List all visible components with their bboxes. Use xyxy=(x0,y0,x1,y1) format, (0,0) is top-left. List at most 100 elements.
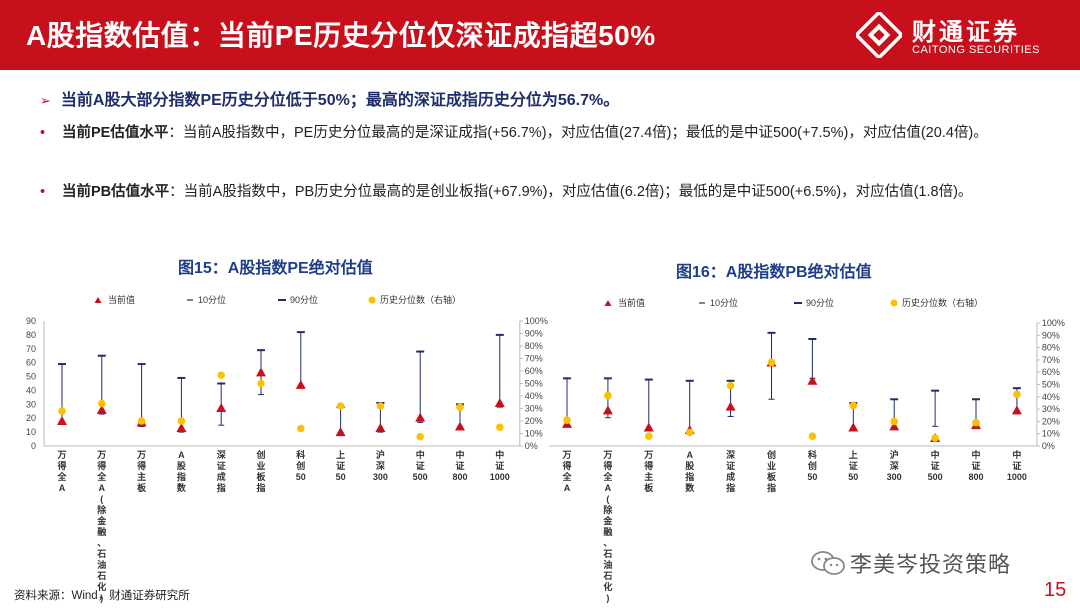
category-label: 万得主板 xyxy=(643,450,654,493)
y2-tick-label: 60% xyxy=(1042,367,1060,377)
legend-p10-label: 10分位 xyxy=(710,297,738,308)
legend-current-label: 当前值 xyxy=(108,294,135,305)
y2-tick-label: 20% xyxy=(1042,416,1060,426)
y2-tick-label: 100% xyxy=(1042,318,1065,328)
legend-p90-label: 90分位 xyxy=(290,294,318,305)
percentile-point xyxy=(726,381,735,390)
legend-current-label: 当前值 xyxy=(618,297,645,308)
percentile-point xyxy=(217,371,225,379)
y2-tick-label: 10% xyxy=(1042,429,1060,439)
key-message: ➢ 当前A股大部分指数PE历史分位低于50%；最高的深证成指历史分位为56.7%。 xyxy=(40,86,619,110)
category-label: 上证 50 xyxy=(848,449,858,482)
percentile-point xyxy=(58,407,66,415)
bullet-pe-text: ：当前A股指数中，PE历史分位最高的是深证成指(+56.7%)，对应估值(27.… xyxy=(168,125,988,141)
current-value-marker xyxy=(375,422,386,432)
y-tick-label: 20 xyxy=(26,413,36,423)
y2-tick-label: 90% xyxy=(1042,330,1060,340)
y-tick-label: 10 xyxy=(26,427,36,437)
page-title: A股指数估值：当前PE历史分位仅深证成指超50% xyxy=(26,20,656,51)
y-tick-label: 40 xyxy=(26,385,36,395)
percentile-point xyxy=(685,428,694,437)
category-label: 科创 50 xyxy=(807,449,818,482)
percentile-point xyxy=(563,416,571,424)
current-value-marker xyxy=(295,379,306,389)
percentile-point xyxy=(972,418,980,427)
arrow-bullet-icon: ➢ xyxy=(40,93,51,108)
legend-p10-label: 10分位 xyxy=(198,294,226,305)
y2-tick-label: 30% xyxy=(1042,404,1060,414)
y2-tick-label: 80% xyxy=(1042,343,1060,353)
percentile-point xyxy=(297,424,305,433)
percentile-point xyxy=(931,434,939,442)
chart-16: 当前值 10分位 90分位 历史分位数（右轴） 0% 10% 20% 30% 40% 50% 60%… xyxy=(549,297,1065,603)
y2-tick-label: 60% xyxy=(525,366,543,376)
y2-tick-label: 70% xyxy=(1042,355,1060,365)
legend-current-marker xyxy=(604,300,612,306)
current-value-marker xyxy=(1011,405,1022,415)
bullet-dot-icon: • xyxy=(40,125,46,141)
legend-percentile-marker xyxy=(368,296,376,304)
y2-tick-label: 50% xyxy=(1042,380,1060,390)
category-label: 上证 50 xyxy=(336,449,346,482)
legend: 当前值 10分位 90分位 历史分位数（右轴） xyxy=(94,294,461,305)
y-tick-label: 80 xyxy=(26,330,36,340)
category-label: 科创 50 xyxy=(295,449,306,482)
category-label: 创业板指 xyxy=(255,449,266,493)
category-label: 中证 500 xyxy=(413,449,428,482)
percentile-point xyxy=(456,403,464,412)
percentile-point xyxy=(336,402,345,410)
y-tick-label: 50 xyxy=(26,372,36,382)
current-value-marker xyxy=(96,404,107,414)
y2-tick-label: 50% xyxy=(525,379,543,389)
category-label: 沪深 300 xyxy=(373,449,388,482)
current-value-marker xyxy=(57,416,67,425)
percentile-point xyxy=(645,432,653,440)
legend-p90-label: 90分位 xyxy=(806,297,834,308)
current-value-marker xyxy=(216,402,227,412)
category-label: 万得全 A xyxy=(561,450,572,493)
current-value-marker xyxy=(848,422,859,432)
percentile-point xyxy=(98,399,106,408)
y2-tick-label: 10% xyxy=(525,429,543,439)
y2-tick-label: 40% xyxy=(525,391,543,401)
category-label: 中证 500 xyxy=(928,449,943,482)
bullet-pe: • 当前PE估值水平：当前A股指数中，PE历史分位最高的是深证成指(+56.7%… xyxy=(40,122,1030,145)
legend-current-marker xyxy=(94,297,102,303)
current-value-marker xyxy=(176,422,187,432)
logo-name: 财通证券 xyxy=(912,19,1020,46)
bullet-pb-text: ：当前A股指数中，PB历史分位最高的是创业板指(+67.9%)，对应估值(6.2… xyxy=(169,184,973,200)
y-tick-label: 0 xyxy=(31,441,36,451)
percentile-point xyxy=(849,401,858,410)
y2-tick-label: 40% xyxy=(1042,392,1060,402)
y-tick-label: 30 xyxy=(26,399,36,409)
wechat-icon xyxy=(811,551,845,575)
bullet-pb: • 当前PB估值水平：当前A股指数中，PB历史分位最高的是创业板指(+67.9%… xyxy=(40,181,1030,204)
legend: 当前值 10分位 90分位 历史分位数（右轴） xyxy=(604,297,983,308)
y-tick-label: 60 xyxy=(26,358,36,368)
y-tick-label: 90 xyxy=(26,316,36,326)
percentile-point xyxy=(416,432,425,441)
legend-percentile-label: 历史分位数（右轴） xyxy=(902,297,983,308)
category-label: 深证成指 xyxy=(217,449,226,493)
y-tick-label: 70 xyxy=(26,344,36,354)
category-label: A 股指数 xyxy=(685,450,695,493)
percentile-point xyxy=(890,417,898,426)
company-logo: 财通证券 CAITONG SECURITIES xyxy=(856,6,1068,64)
header-bar: A股指数估值：当前PE历史分位仅深证成指超50% 财通证券 CAITONG SE… xyxy=(0,0,1080,70)
current-value-marker xyxy=(889,421,900,431)
category-label: 万得全 A xyxy=(56,450,67,493)
bullet-pe-label: 当前PE估值水平 xyxy=(62,125,169,141)
figure-15-title: 图15：A股指数PE绝对估值 xyxy=(178,260,373,277)
category-label: 中证 800 xyxy=(968,449,983,482)
y2-tick-label: 20% xyxy=(525,416,543,426)
percentile-point xyxy=(604,391,612,400)
y2-tick-label: 70% xyxy=(525,354,543,364)
logo-english-name: CAITONG SECURITIES xyxy=(912,44,1040,56)
y2-tick-label: 90% xyxy=(525,329,543,339)
category-label: 深证成指 xyxy=(726,449,735,493)
category-label: 沪深 300 xyxy=(887,449,902,482)
watermark-text: 李美岑投资策略 xyxy=(850,552,1012,577)
category-label: 创业板指 xyxy=(766,449,777,493)
y2-tick-label: 0% xyxy=(1042,441,1055,451)
